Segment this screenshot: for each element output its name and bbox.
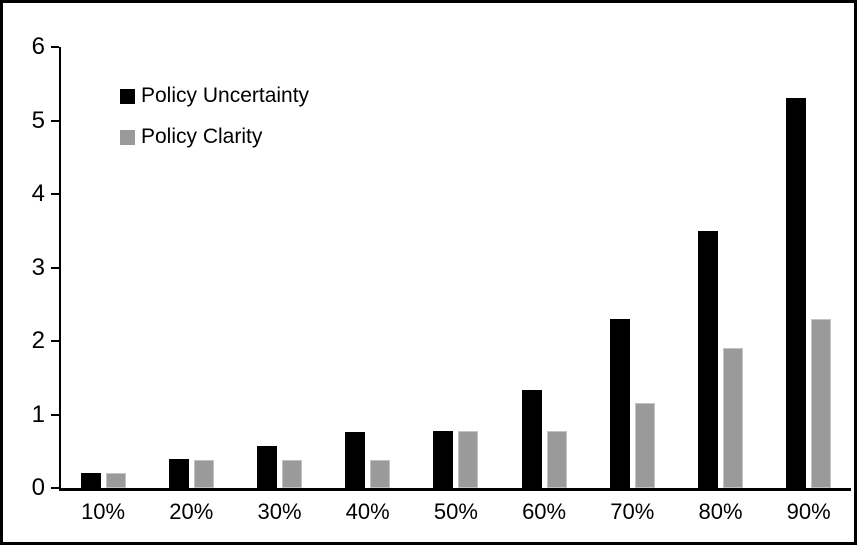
x-axis-line: [59, 488, 851, 491]
bar-policy-uncertainty-60: [521, 390, 542, 488]
y-tick: [51, 487, 59, 489]
legend: Policy Uncertainty Policy Clarity: [120, 84, 310, 167]
legend-item-policy-uncertainty: Policy Uncertainty: [120, 84, 310, 107]
bar-policy-uncertainty-50: [433, 430, 454, 488]
bar-policy-uncertainty-20: [168, 458, 189, 488]
bar-policy-clarity-30: [282, 460, 302, 488]
y-tick: [51, 413, 59, 416]
bar-policy-clarity-80: [723, 348, 743, 488]
y-axis-line: [59, 47, 61, 491]
bar-policy-uncertainty-70: [609, 318, 630, 488]
x-tick-label: 50%: [433, 499, 478, 524]
y-tick: [51, 193, 59, 195]
y-tick-label: 5: [31, 106, 45, 134]
bar-policy-uncertainty-10: [80, 473, 101, 488]
legend-item-policy-clarity: Policy Clarity: [120, 125, 309, 148]
y-tick: [51, 266, 59, 269]
y-tick-label: 1: [31, 400, 45, 428]
plot-area: 0 1 2 3 4 5 6 10% 20% 30% 40% 50% 60% 70% 80% 90%: [3, 3, 854, 542]
y-tick: [51, 119, 59, 122]
legend-swatch-policy-clarity: [120, 129, 135, 145]
bar-policy-clarity-70: [634, 403, 655, 488]
bar-policy-clarity-90: [811, 318, 832, 488]
bar-policy-clarity-20: [193, 460, 214, 488]
x-tick-label: 70%: [610, 499, 655, 524]
x-tick-label: 80%: [698, 499, 743, 524]
y-tick-label: 0: [31, 474, 45, 501]
x-tick-label: 30%: [257, 499, 302, 524]
bar-policy-clarity-50: [458, 431, 479, 488]
x-tick-label: 60%: [522, 499, 567, 524]
bar-policy-uncertainty-30: [257, 446, 277, 488]
x-tick-label: 40%: [345, 499, 390, 524]
x-tick-label: 10%: [81, 499, 126, 524]
bar-policy-uncertainty-80: [698, 230, 718, 488]
legend-label-policy-clarity: Policy Clarity: [141, 125, 263, 148]
y-tick-label: 2: [31, 327, 45, 354]
bar-policy-clarity-40: [370, 460, 391, 488]
bar-policy-clarity-10: [105, 473, 126, 488]
x-tick-label: 20%: [169, 499, 214, 524]
bar-policy-uncertainty-90: [786, 98, 807, 488]
y-tick-label: 6: [31, 33, 45, 60]
x-tick-label: 90%: [786, 499, 831, 524]
bar-policy-uncertainty-40: [345, 432, 366, 488]
y-tick: [51, 340, 59, 342]
y-tick: [51, 46, 59, 48]
bar-policy-clarity-60: [546, 431, 567, 488]
y-tick-label: 3: [31, 253, 45, 281]
legend-swatch-policy-uncertainty: [120, 88, 135, 104]
y-tick-label: 4: [31, 180, 45, 207]
legend-label-policy-uncertainty: Policy Uncertainty: [141, 84, 310, 107]
